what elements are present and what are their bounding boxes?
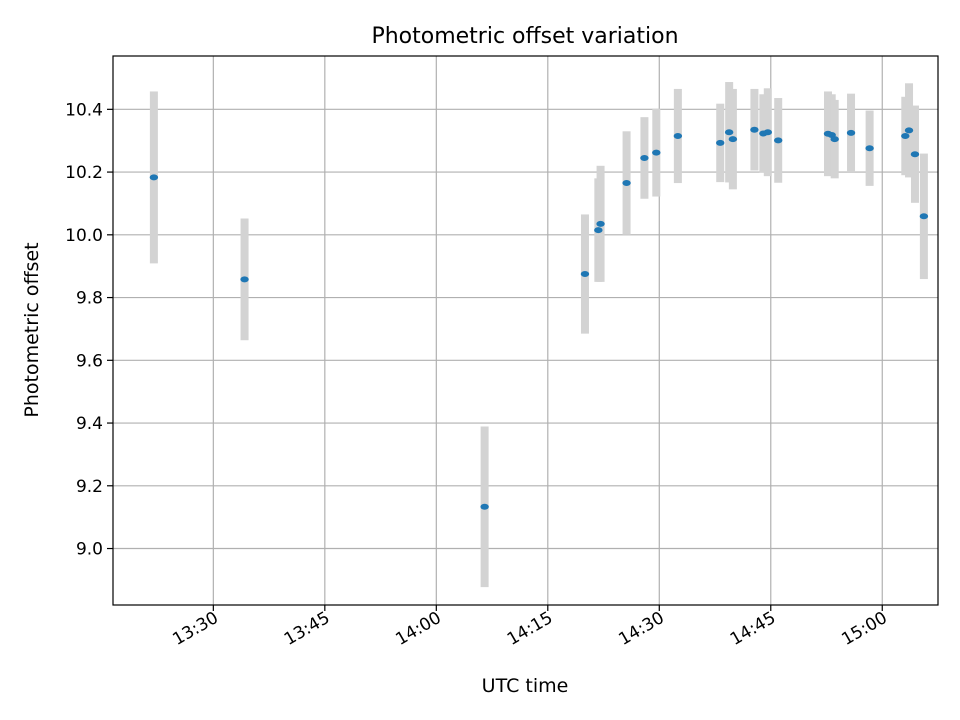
axes-background: [113, 56, 938, 605]
y-tick-label: 9.6: [76, 351, 103, 371]
data-point: [596, 220, 605, 227]
data-point: [728, 136, 738, 143]
x-axis-label: UTC time: [482, 675, 569, 697]
data-point: [846, 129, 856, 136]
data-point: [240, 276, 249, 283]
y-tick-label: 10.2: [65, 163, 103, 183]
data-point: [580, 271, 590, 278]
plot-area: 13:30 13:45 14:00 14:15 14:30 14:45 15:009.09.…: [65, 55, 939, 650]
data-points: [149, 126, 929, 510]
data-point: [901, 132, 910, 139]
y-tick-label: 9.2: [76, 477, 103, 497]
data-point: [904, 127, 914, 134]
y-axis-label: Photometric offset: [21, 242, 43, 417]
data-point: [480, 503, 489, 510]
y-tick-label: 10.0: [65, 226, 103, 246]
data-point: [830, 136, 839, 143]
data-point: [724, 129, 734, 136]
chart-title: Photometric offset variation: [371, 24, 678, 49]
y-tick-label: 9.4: [76, 414, 103, 434]
data-point: [774, 137, 783, 144]
data-point: [910, 151, 920, 158]
data-point: [622, 180, 631, 187]
y-tick-label: 9.8: [76, 289, 103, 309]
data-point: [763, 129, 772, 136]
data-point: [594, 227, 603, 234]
data-point: [919, 213, 929, 220]
y-tick-label: 9.0: [76, 540, 103, 560]
data-point: [673, 132, 683, 139]
data-point: [750, 126, 759, 133]
data-point: [716, 139, 725, 146]
data-point: [652, 149, 661, 156]
grid-lines: [113, 56, 938, 605]
data-point: [149, 174, 159, 181]
y-tick-label: 10.4: [65, 100, 103, 120]
data-point: [865, 145, 874, 152]
axes-frame: [112, 55, 939, 606]
data-point: [640, 154, 649, 161]
